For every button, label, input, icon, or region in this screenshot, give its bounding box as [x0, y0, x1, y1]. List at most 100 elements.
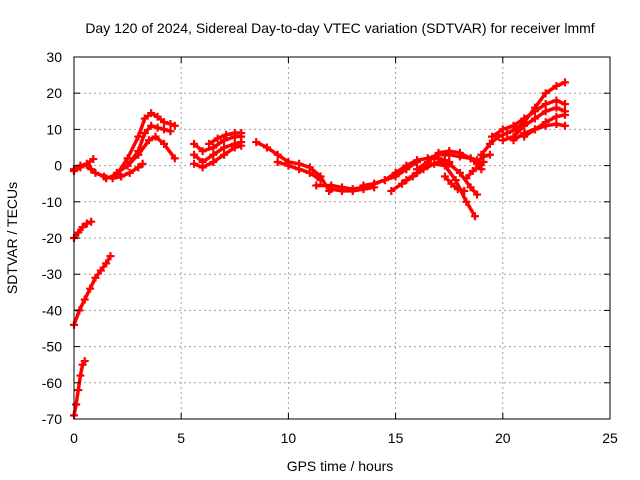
data-point — [479, 157, 488, 166]
data-point — [560, 110, 569, 119]
y-tick-label: -70 — [42, 411, 62, 427]
data-point — [209, 143, 218, 152]
data-point — [327, 185, 336, 194]
data-point — [338, 186, 346, 195]
data-series-arc-26 — [488, 96, 569, 141]
y-tick-label: 20 — [46, 85, 62, 101]
data-point — [402, 161, 411, 170]
data-point — [530, 107, 539, 116]
data-point — [541, 89, 550, 98]
data-series-arc-24 — [462, 157, 488, 183]
data-series-arc-21 — [423, 150, 482, 165]
data-point — [145, 136, 154, 145]
x-tick-label: 15 — [388, 430, 404, 446]
data-point — [380, 176, 389, 185]
data-point — [520, 132, 529, 141]
y-tick-label: -20 — [42, 230, 62, 246]
data-point — [134, 132, 143, 141]
data-point — [509, 121, 518, 130]
data-point — [423, 154, 432, 163]
data-series-arc-22 — [440, 172, 469, 195]
data-point — [305, 168, 314, 177]
y-axis-label: SDTVAR / TECUs — [4, 182, 20, 294]
series-line — [404, 160, 479, 197]
data-point — [445, 150, 454, 159]
data-point — [134, 150, 143, 159]
data-point — [222, 130, 231, 139]
y-tick-label: -40 — [42, 302, 62, 318]
data-point — [96, 266, 105, 275]
data-point — [102, 174, 111, 183]
x-tick-label: 0 — [70, 430, 78, 446]
data-series-arc-14 — [273, 157, 325, 185]
data-point — [209, 157, 218, 166]
data-point — [166, 127, 175, 136]
y-tick-label: -10 — [42, 194, 62, 210]
data-series-arc-11 — [190, 141, 246, 172]
data-point — [170, 121, 179, 130]
data-point — [147, 109, 156, 118]
data-point — [190, 150, 199, 159]
data-point — [91, 168, 100, 177]
data-point — [123, 154, 132, 163]
data-point — [153, 123, 162, 132]
data-point — [87, 217, 96, 226]
grid — [74, 57, 610, 419]
data-point — [220, 143, 229, 152]
tick-labels: 0 5 10 15 20 25 -70 -60 -50 -40 -30 -20 -10 0 10 20 30 — [42, 49, 618, 446]
data-point — [398, 179, 407, 188]
data-series-arc-08 — [123, 132, 179, 170]
data-series-arc-29 — [520, 110, 569, 141]
series-line — [72, 254, 113, 327]
data-point — [205, 139, 214, 148]
data-point — [312, 181, 321, 190]
data-point — [160, 118, 169, 127]
data-point — [273, 157, 282, 166]
data-point — [473, 190, 482, 199]
data-point — [530, 125, 539, 134]
data-point — [89, 155, 98, 164]
data-point — [434, 157, 443, 166]
data-point — [106, 252, 115, 261]
data-point — [237, 141, 246, 150]
data-point — [552, 112, 561, 121]
x-tick-label: 5 — [177, 430, 185, 446]
data-point — [498, 136, 507, 145]
data-point — [552, 96, 561, 105]
data-point — [153, 112, 162, 121]
data-point — [82, 219, 91, 228]
data-point — [252, 138, 261, 147]
data-point — [237, 129, 246, 138]
data-point — [82, 160, 91, 169]
data-point — [520, 121, 529, 130]
data-point — [160, 125, 169, 134]
data-point — [485, 139, 494, 148]
data-point — [498, 125, 507, 134]
data-point — [209, 150, 218, 159]
data-point — [453, 185, 462, 194]
data-point — [80, 295, 89, 304]
y-tick-label: -30 — [42, 266, 62, 282]
data-point — [284, 161, 293, 170]
y-tick-label: 30 — [46, 49, 62, 65]
data-point — [348, 186, 357, 195]
x-tick-label: 20 — [495, 430, 511, 446]
y-tick-label: 10 — [46, 121, 62, 137]
data-point — [370, 179, 379, 188]
data-point — [151, 132, 160, 141]
data-point — [391, 168, 400, 177]
data-point — [460, 186, 469, 195]
data-point — [552, 81, 561, 90]
axis-ticks — [73, 56, 611, 420]
data-point — [387, 186, 396, 195]
data-point — [530, 114, 539, 123]
data-point — [451, 176, 460, 185]
y-tick-label: 0 — [54, 158, 62, 174]
data-point — [477, 150, 486, 159]
y-tick-label: -50 — [42, 339, 62, 355]
data-point — [140, 129, 149, 138]
data-point — [295, 165, 304, 174]
data-point — [220, 136, 229, 145]
data-point — [402, 176, 411, 185]
data-point — [91, 273, 100, 282]
